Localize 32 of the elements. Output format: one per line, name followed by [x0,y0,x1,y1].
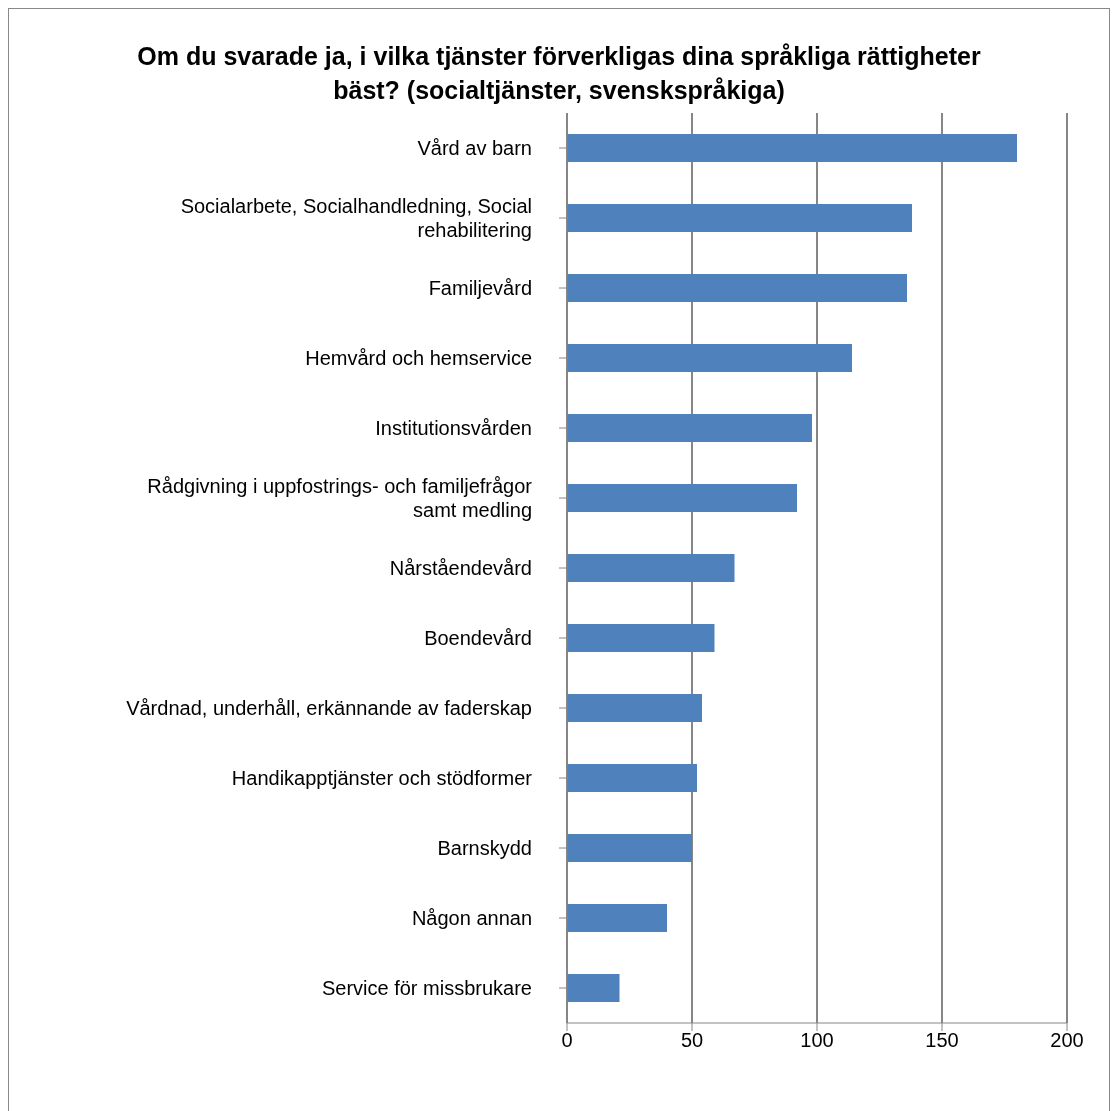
bar [567,484,797,512]
bar [567,694,702,722]
y-tick-label: Barnskydd [437,837,532,859]
y-tick-label: Handikapptjänster och stödformer [231,767,533,789]
bar [567,344,852,372]
bar [567,274,907,302]
y-tick-label: Rådgivning i uppfostrings- och familjefrågor samt medling [147,475,533,521]
x-tick-label: 50 [680,1029,704,1052]
bar [567,904,667,932]
x-tick-label: 150 [925,1029,959,1052]
chart-title: Om du svarade ja, i vilka tjänster förverkligas dina språkliga rättigheter bäst? (socialtjänster, svenskspråkiga) [136,41,982,106]
y-tick-label: Service för missbrukare [321,977,532,999]
bar [567,414,812,442]
y-tick-label: Familjevård [428,277,532,299]
bar [567,974,620,1002]
x-tick-label: 200 [1050,1029,1084,1052]
y-tick-label: Institutionsvården [375,417,532,439]
bar [567,554,735,582]
x-tick-label: 100 [800,1029,834,1052]
y-tick-label: Boendevård [424,627,532,649]
y-tick-label: Någon annan [411,907,532,929]
bar [567,204,912,232]
bar [567,134,1017,162]
y-tick-label: Socialarbete, Socialhandledning, Social rehabilitering [180,195,532,241]
y-tick-label: Vård av barn [417,137,532,159]
bar [567,834,692,862]
y-tick-label: Vårdnad, underhåll, erkännande av faderskap [126,697,532,719]
y-tick-label: Nårståendevård [389,557,532,579]
x-tick-label: 0 [561,1029,573,1052]
bar [567,764,697,792]
y-tick-label: Hemvård och hemservice [305,347,532,369]
bar [567,624,715,652]
